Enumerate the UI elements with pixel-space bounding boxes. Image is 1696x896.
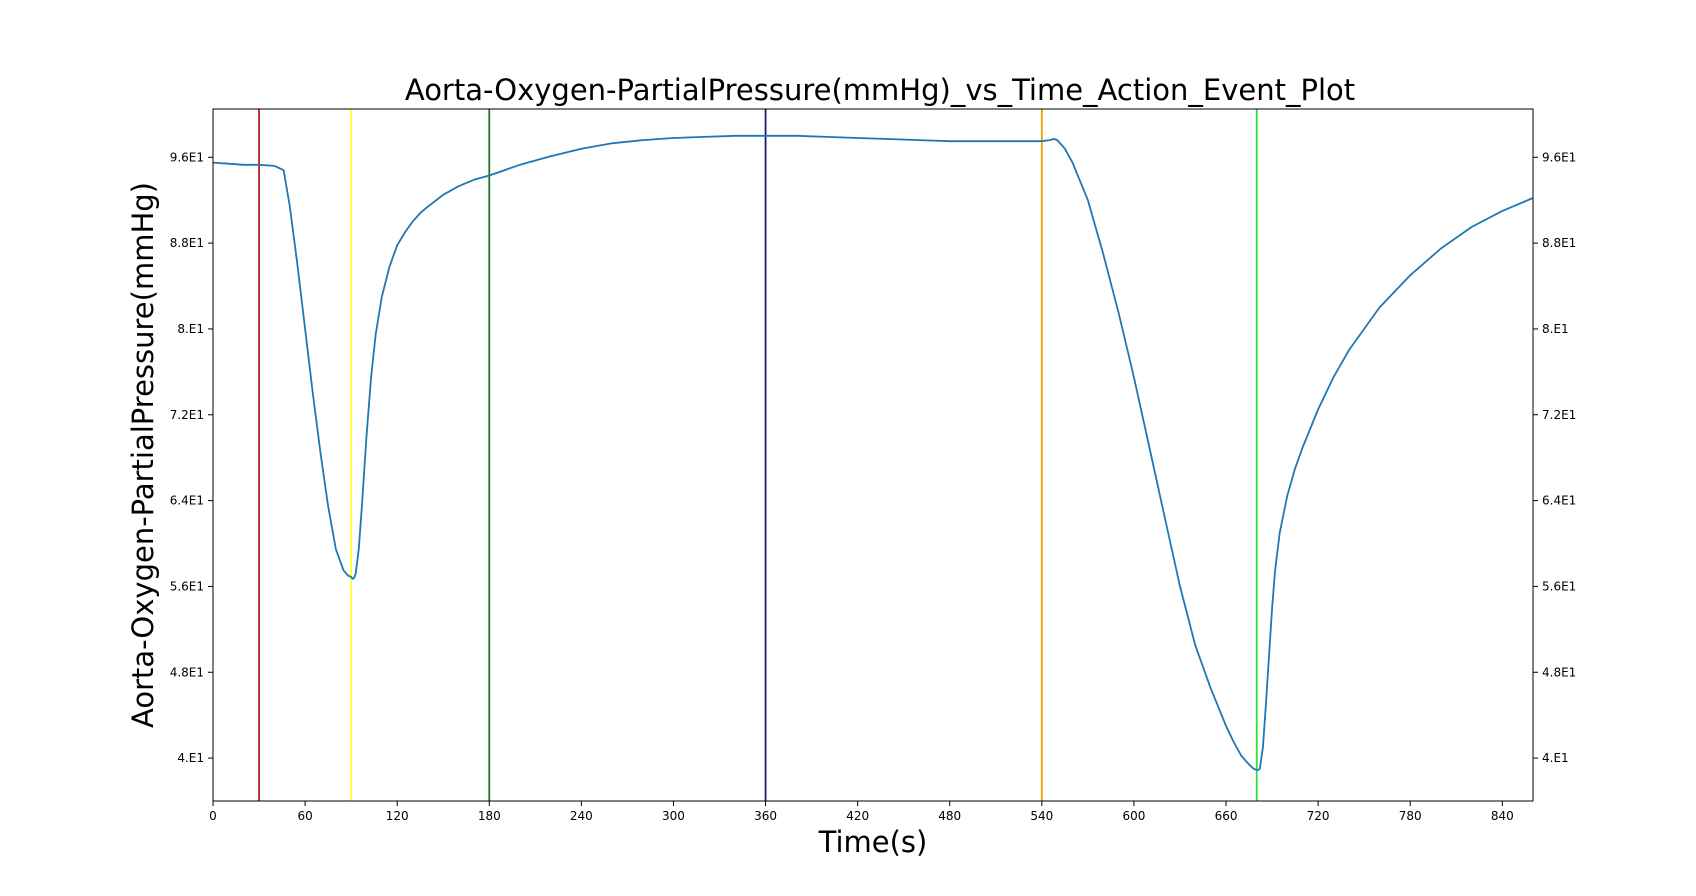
y-tick-label-left: 4.E1 (177, 751, 204, 765)
y-tick-label-left: 6.4E1 (170, 494, 204, 508)
y-tick-label-right: 4.8E1 (1542, 665, 1576, 679)
y-tick-label-left: 8.8E1 (170, 236, 204, 250)
x-tick-label: 360 (754, 809, 777, 823)
y-tick-label-left: 8.E1 (177, 322, 204, 336)
x-axis-label: Time(s) (818, 825, 928, 859)
y-tick-label-left: 7.2E1 (170, 408, 204, 422)
x-tick-label: 780 (1399, 809, 1422, 823)
plot-frame (212, 108, 1534, 802)
x-tick-label: 420 (846, 809, 869, 823)
x-tick-label: 540 (1030, 809, 1053, 823)
x-tick-label: 60 (297, 809, 312, 823)
x-tick-label: 180 (478, 809, 501, 823)
y-tick-label-left: 5.6E1 (170, 579, 204, 593)
x-tick-label: 720 (1307, 809, 1330, 823)
y-tick-label-right: 5.6E1 (1542, 579, 1576, 593)
y-tick-label-left: 9.6E1 (170, 150, 204, 164)
x-tick-label: 0 (209, 809, 217, 823)
x-tick-label: 300 (662, 809, 685, 823)
x-tick-label: 600 (1122, 809, 1145, 823)
y-tick-label-right: 8.8E1 (1542, 236, 1576, 250)
x-axis-ticks: 0 60 120 180 240 300 360 420 480 540 600 660 720 780 8… (209, 801, 1514, 823)
y-axis-ticks-left: 4.E1 4.8E1 5.6E1 6.4E1 7.2E1 8.E1 8.8E1 9.6E1 (170, 150, 213, 765)
y-tick-label-right: 8.E1 (1542, 322, 1569, 336)
y-tick-label-left: 4.8E1 (170, 665, 204, 679)
x-tick-label: 840 (1491, 809, 1514, 823)
series-line (212, 134, 1534, 771)
x-tick-label: 480 (938, 809, 961, 823)
x-tick-label: 660 (1215, 809, 1238, 823)
y-tick-label-right: 9.6E1 (1542, 150, 1576, 164)
y-tick-label-right: 7.2E1 (1542, 408, 1576, 422)
y-axis-label: Aorta-Oxygen-PartialPressure(mmHg) (126, 182, 160, 728)
y-axis-ticks-right: 4.E1 4.8E1 5.6E1 6.4E1 7.2E1 8.E1 8.8E1 9.6E1 (1533, 150, 1576, 765)
y-tick-label-right: 6.4E1 (1542, 494, 1576, 508)
y-tick-label-right: 4.E1 (1542, 751, 1569, 765)
x-tick-label: 120 (386, 809, 409, 823)
event-lines (258, 109, 1258, 801)
chart-title: Aorta-Oxygen-PartialPressure(mmHg)_vs_Ti… (405, 73, 1355, 107)
x-tick-label: 240 (570, 809, 593, 823)
